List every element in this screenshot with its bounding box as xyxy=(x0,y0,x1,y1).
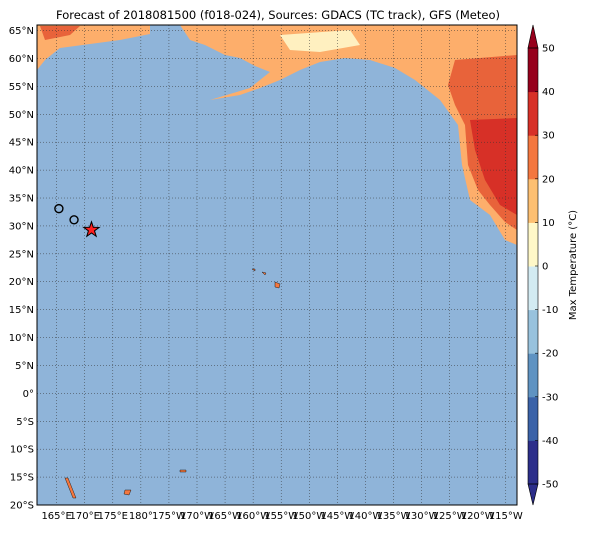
lon-label: 170°E xyxy=(70,511,100,522)
colorbar-band xyxy=(528,309,538,354)
lat-label: 5°N xyxy=(15,361,34,372)
lat-label: 20°N xyxy=(9,277,34,288)
land-north-america xyxy=(180,25,517,245)
lat-label: 5°S xyxy=(16,417,34,428)
colorbar-tick-label: 50 xyxy=(542,44,555,55)
colorbar-band xyxy=(528,178,538,223)
lon-label: 175°E xyxy=(98,511,128,522)
colorbar-tick-label: 30 xyxy=(542,131,555,142)
lon-label: 165°E xyxy=(41,511,71,522)
colorbar-tick-label: 20 xyxy=(542,174,555,185)
lat-label: 40°N xyxy=(9,166,34,177)
colorbar-band xyxy=(528,222,538,267)
lat-label: 20°S xyxy=(10,501,34,512)
track-point xyxy=(69,215,79,225)
lon-label: 175°W xyxy=(152,511,186,522)
lat-label: 65°N xyxy=(9,26,34,37)
land-asia xyxy=(37,25,150,70)
lat-label: 0° xyxy=(23,389,34,400)
colorbar-band xyxy=(528,91,538,136)
land-asia-warm xyxy=(40,26,80,40)
colorbar-band xyxy=(528,266,538,311)
track-point xyxy=(54,203,64,214)
lon-label: 140°W xyxy=(348,511,382,522)
lat-label: 10°S xyxy=(10,445,34,456)
lat-label: 30°N xyxy=(9,221,34,232)
lat-label: 55°N xyxy=(9,82,34,93)
lon-label: 150°W xyxy=(292,511,326,522)
lat-label: 15°N xyxy=(9,305,34,316)
lon-label: 165°W xyxy=(208,511,242,522)
lon-label: 155°W xyxy=(264,511,298,522)
lon-label: 160°W xyxy=(236,511,270,522)
colorbar-tick-label: 10 xyxy=(542,218,555,229)
colorbar-band xyxy=(528,440,538,485)
colorbar-arrow xyxy=(527,483,539,506)
colorbar-tick-label: -50 xyxy=(542,480,558,491)
lon-label: 125°W xyxy=(433,511,467,522)
colorbar-band xyxy=(528,48,538,93)
lon-label: 135°W xyxy=(376,511,410,522)
lat-label: 15°S xyxy=(10,473,34,484)
lat-label: 45°N xyxy=(9,138,34,149)
land-cool xyxy=(280,30,360,52)
colorbar-tick-label: -20 xyxy=(542,349,558,360)
colorbar-band xyxy=(528,396,538,441)
colorbar-band xyxy=(528,353,538,398)
lon-label: 115°W xyxy=(489,511,523,522)
lat-label: 60°N xyxy=(9,54,34,65)
colorbar-tick-label: -40 xyxy=(542,436,558,447)
lon-label: 120°W xyxy=(461,511,495,522)
lat-label: 25°N xyxy=(9,249,34,260)
lon-label: 145°W xyxy=(320,511,354,522)
track-current xyxy=(82,220,101,238)
colorbar-tick-label: -10 xyxy=(542,305,558,316)
islands xyxy=(64,469,187,499)
lon-label: 170°W xyxy=(180,511,214,522)
colorbar-tick-label: 40 xyxy=(542,87,555,98)
colorbar-arrow xyxy=(527,24,539,49)
hawaii xyxy=(251,268,281,289)
ocean xyxy=(37,25,517,505)
lat-label: 10°N xyxy=(9,333,34,344)
colorbar-band xyxy=(528,135,538,180)
title: Forecast of 2018081500 (f018-024), Sourc… xyxy=(56,8,500,22)
map xyxy=(37,25,517,505)
lat-label: 35°N xyxy=(9,194,34,205)
colorbar-label: Max Temperature (°C) xyxy=(568,210,579,320)
colorbar-tick-label: 0 xyxy=(542,262,548,273)
map-frame xyxy=(36,24,518,506)
lon-label: 180° xyxy=(129,511,153,522)
lat-label: 50°N xyxy=(9,110,34,121)
colorbar-tick-label: -30 xyxy=(542,392,558,403)
lon-label: 130°W xyxy=(405,511,439,522)
